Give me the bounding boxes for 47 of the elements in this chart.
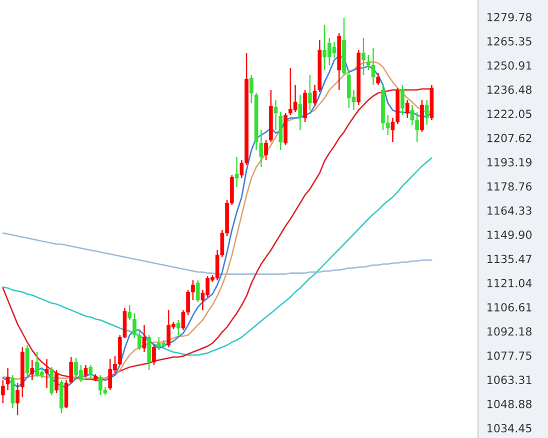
candlestick	[234, 156, 239, 188]
y-tick-label: 1077.75	[488, 351, 532, 360]
candlestick	[152, 344, 156, 366]
candlestick	[308, 74, 312, 111]
candlestick	[196, 280, 200, 303]
y-tick-label: 1106.61	[488, 303, 532, 312]
candlestick	[50, 366, 54, 396]
candlestick	[30, 359, 34, 381]
y-tick-label: 1034.45	[488, 424, 532, 432]
candlestick	[400, 84, 404, 116]
candlestick	[362, 37, 366, 76]
y-tick-label: 1207.62	[488, 134, 532, 142]
candlestick	[1, 380, 5, 404]
candlestick	[88, 364, 93, 379]
candlestick	[274, 99, 278, 131]
y-tick-label: 1048.88	[488, 400, 532, 408]
y-tick-label: 1250.91	[488, 61, 532, 70]
candlestick	[84, 364, 88, 378]
candlestick	[250, 74, 254, 104]
y-tick-label: 1063.31	[488, 376, 532, 384]
candlestick	[69, 356, 74, 384]
y-tick-label: 1121.04	[488, 278, 532, 288]
candlestick	[176, 319, 180, 336]
candlestick	[424, 99, 429, 126]
candlestick	[44, 358, 49, 389]
candlestick	[142, 324, 146, 353]
line-series	[2, 157, 432, 356]
y-tick-label: 1149.90	[488, 230, 532, 239]
candlestick	[6, 368, 10, 391]
y-tick-label: 1178.76	[488, 182, 532, 191]
candlestick	[54, 370, 58, 394]
y-tick-label: 1265.35	[488, 37, 532, 46]
y-tick-label: 1236.48	[488, 85, 532, 94]
candlestick	[298, 94, 302, 131]
candlestick	[128, 304, 132, 321]
candlestick	[312, 84, 317, 106]
candlestick	[376, 72, 380, 86]
y-tick-label: 1135.47	[488, 254, 532, 264]
candlestick	[259, 129, 264, 168]
candlestick	[16, 382, 20, 416]
y-tick-label: 1164.33	[488, 206, 532, 215]
y-tick-label: 1222.05	[488, 110, 532, 118]
candlestick	[405, 99, 410, 119]
y-tick-label: 1092.18	[488, 327, 532, 336]
y-tick-label: 1193.19	[488, 158, 532, 166]
candlestick	[264, 139, 268, 161]
y-tick-label: 1279.78	[488, 12, 532, 22]
